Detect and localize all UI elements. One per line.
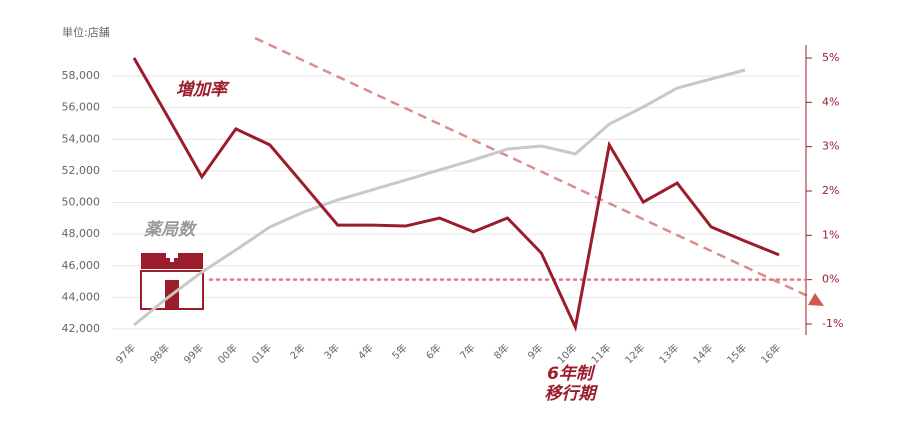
series-line: [133, 68, 746, 327]
x-tick-label: 8年: [491, 341, 512, 362]
y2-tick-label: 5%: [822, 51, 839, 64]
trend-arrow: [808, 293, 824, 306]
y-tick-label: 50,000: [62, 196, 101, 209]
y2-tick-label: 2%: [822, 184, 839, 197]
y2-tick-label: 0%: [822, 273, 839, 286]
x-tick-label: 7年: [457, 341, 478, 362]
x-tick-label: 99年: [181, 341, 206, 366]
rate-annotation: 増加率: [176, 80, 230, 100]
trend-line: [254, 36, 813, 300]
y2-tick-label: 1%: [822, 228, 839, 241]
x-tick-label: 00年: [215, 341, 240, 366]
unit-label: 単位:店舗: [62, 25, 110, 39]
x-tick-label: 13年: [656, 341, 681, 366]
y2-tick-label: 4%: [822, 95, 839, 108]
y-tick-label: 48,000: [62, 227, 101, 240]
y-tick-label: 46,000: [62, 259, 101, 272]
period-annotation: 移行期: [545, 384, 599, 404]
x-tick-label: 14年: [690, 341, 715, 366]
y-tick-label: 56,000: [62, 101, 101, 114]
x-tick-label: 16年: [758, 341, 783, 366]
period-annotation: 6年制: [547, 364, 596, 384]
x-tick-label: 01年: [249, 341, 274, 366]
count-annotation: 薬局数: [143, 220, 198, 240]
y2-tick-label: -1%: [822, 317, 843, 330]
x-tick-label: 15年: [724, 341, 749, 366]
x-tick-label: 2年: [287, 341, 308, 362]
y-tick-label: 42,000: [62, 322, 101, 335]
x-tick-label: 11年: [588, 341, 613, 366]
y-tick-label: 58,000: [62, 69, 101, 82]
y-tick-label: 54,000: [62, 132, 101, 145]
x-tick-label: 5年: [389, 341, 410, 362]
y-tick-label: 44,000: [62, 290, 101, 303]
x-tick-label: 4年: [355, 341, 376, 362]
x-tick-label: 10年: [554, 341, 579, 366]
series-line: [132, 57, 780, 333]
y-tick-label: 52,000: [62, 164, 101, 177]
x-tick-label: 6年: [423, 341, 444, 362]
x-tick-label: 3年: [321, 341, 342, 362]
y2-tick-label: 3%: [822, 140, 839, 153]
x-tick-label: 12年: [622, 341, 647, 366]
x-tick-label: 98年: [147, 341, 172, 366]
x-tick-label: 97年: [113, 341, 138, 366]
x-tick-label: 9年: [525, 341, 546, 362]
